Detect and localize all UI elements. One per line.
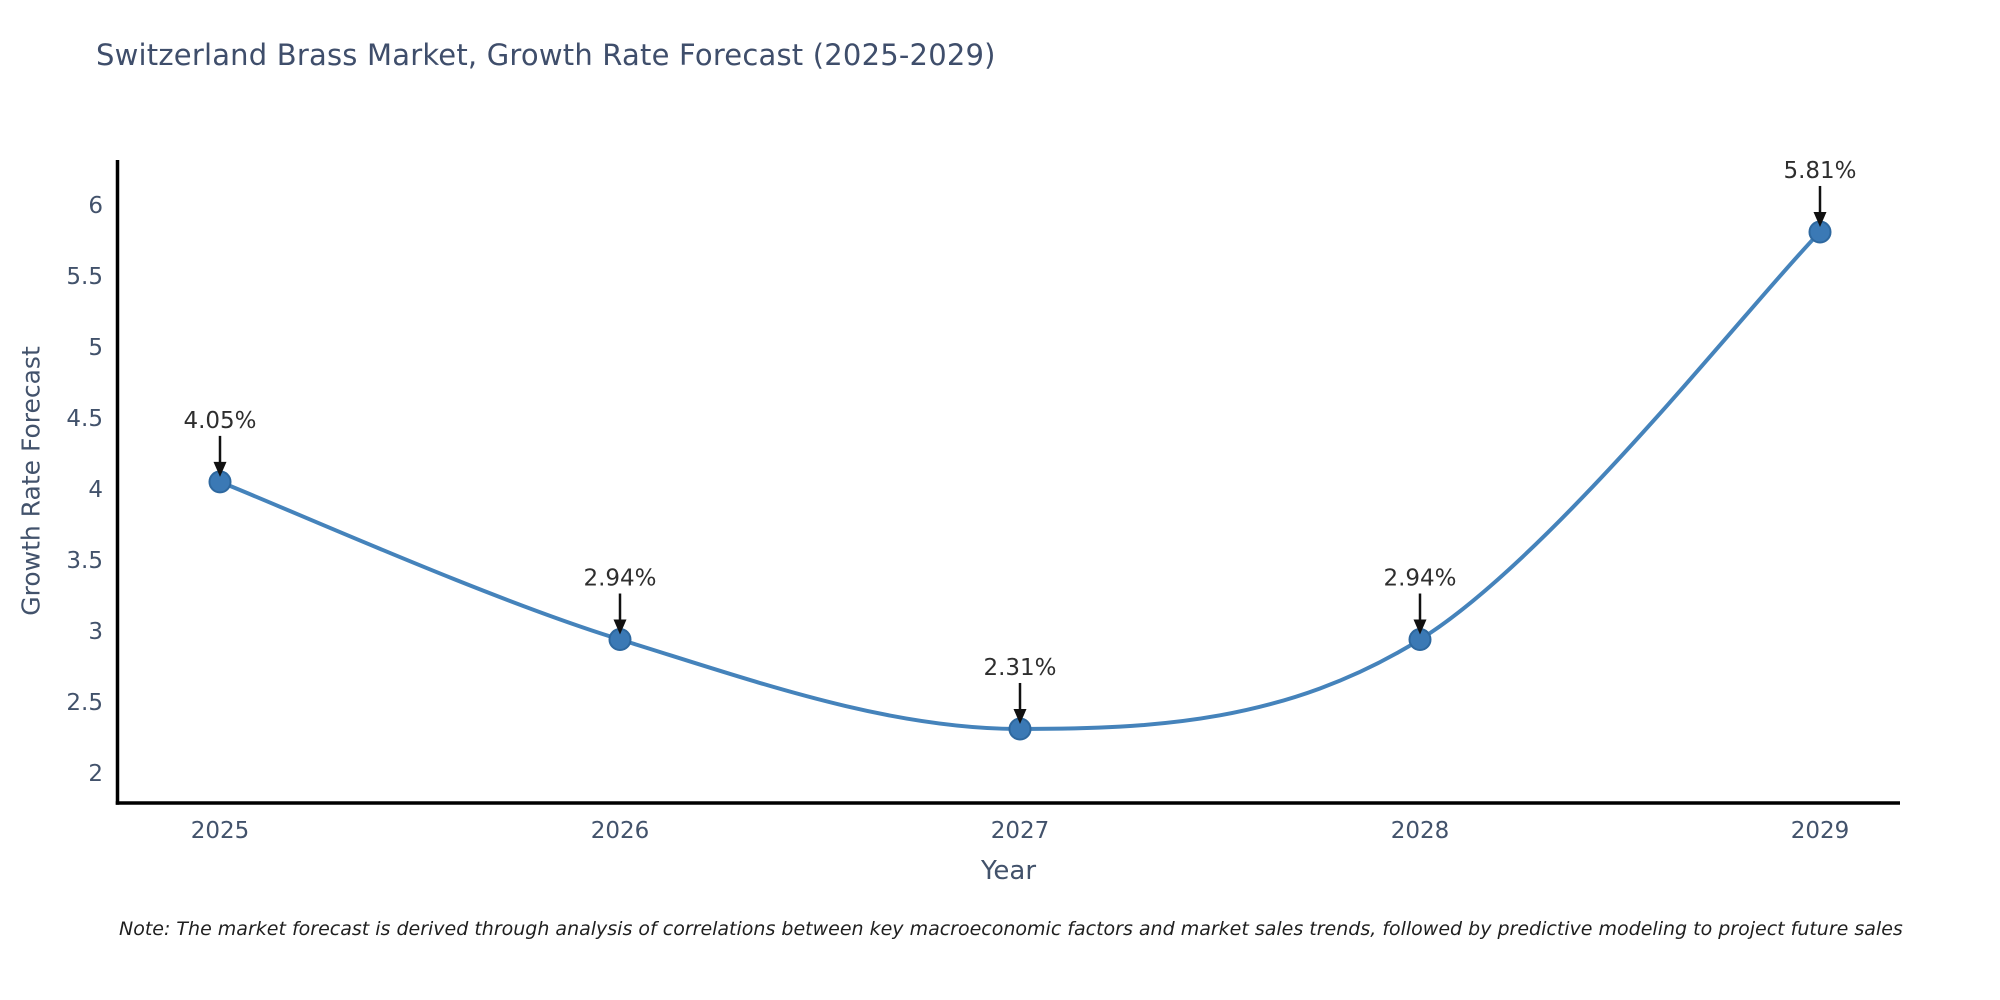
- y-tick-label: 5.5: [66, 264, 103, 290]
- y-tick-label: 6: [88, 193, 103, 219]
- point-value-label: 2.94%: [1383, 566, 1456, 592]
- annotation-arrow-head: [213, 461, 227, 477]
- y-tick-label: 4.5: [66, 406, 103, 432]
- x-tick-label: 2027: [991, 818, 1050, 844]
- y-tick-label: 5: [88, 335, 103, 361]
- annotation-arrow-head: [1813, 211, 1827, 227]
- y-tick-label: 2.5: [66, 690, 103, 716]
- x-tick-label: 2026: [591, 818, 650, 844]
- annotation-arrow-head: [1413, 619, 1427, 635]
- x-tick-label: 2029: [1791, 818, 1850, 844]
- point-value-label: 2.94%: [583, 566, 656, 592]
- y-tick-label: 3.5: [66, 548, 103, 574]
- annotation-arrow-head: [613, 619, 627, 635]
- y-tick-label: 3: [88, 619, 103, 645]
- annotation-arrow-head: [1013, 708, 1027, 724]
- x-tick-label: 2025: [191, 818, 250, 844]
- point-value-label: 2.31%: [983, 655, 1056, 681]
- point-value-label: 4.05%: [183, 408, 256, 434]
- chart-title: Switzerland Brass Market, Growth Rate Fo…: [96, 38, 996, 72]
- x-axis-title: Year: [980, 856, 1037, 886]
- footnote: Note: The market forecast is derived thr…: [119, 918, 1903, 940]
- y-tick-label: 4: [88, 477, 103, 503]
- x-tick-label: 2028: [1391, 818, 1450, 844]
- y-tick-label: 2: [88, 761, 103, 787]
- forecast-line: [218, 229, 1822, 731]
- point-value-label: 5.81%: [1783, 158, 1856, 184]
